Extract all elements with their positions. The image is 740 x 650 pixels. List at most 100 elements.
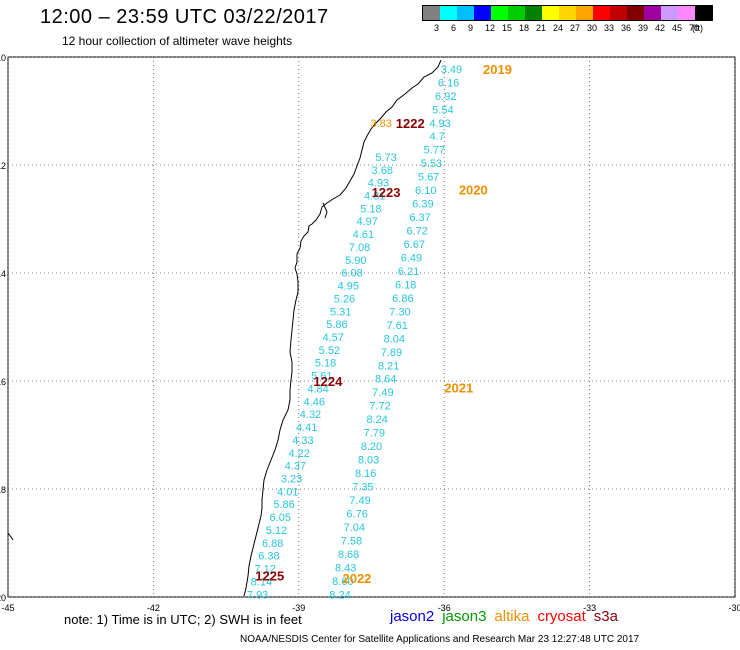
wave-height-value: 5.31 bbox=[330, 306, 351, 318]
wave-height-value: 7.08 bbox=[349, 242, 370, 254]
legend-swatch bbox=[491, 6, 508, 20]
legend-label: 9 bbox=[468, 23, 474, 33]
wave-height-value: 5.61 bbox=[311, 371, 332, 383]
wave-height-value: 4.57 bbox=[322, 332, 343, 344]
wave-height-value: 8.16 bbox=[355, 468, 376, 480]
legend-label: 21 bbox=[536, 23, 547, 33]
wave-height-value: 4.32 bbox=[300, 409, 321, 421]
time-stamp-label: 1222 bbox=[396, 116, 425, 131]
wave-height-value: 8.60 bbox=[332, 576, 353, 588]
wave-height-value: 6.72 bbox=[406, 226, 427, 238]
lat-label: -18 bbox=[0, 485, 6, 495]
wave-height-value: 6.67 bbox=[404, 239, 425, 251]
time-stamp-label: 1223 bbox=[372, 185, 401, 200]
wave-height-value: 3.49 bbox=[441, 64, 462, 76]
legend-swatch bbox=[440, 6, 457, 20]
wave-height-value: 7.35 bbox=[352, 482, 373, 494]
wave-height-value: 5.86 bbox=[326, 319, 347, 331]
wave-height-value: 7.61 bbox=[386, 320, 407, 332]
footer-note: note: 1) Time is in UTC; 2) SWH is in fe… bbox=[64, 612, 302, 627]
wave-height-value: 6.88 bbox=[262, 538, 283, 550]
lat-label: -14 bbox=[0, 269, 6, 279]
wave-height-value: 8.21 bbox=[378, 360, 399, 372]
color-legend: 3 6 9 12 15 18 21 24 27 30 33 36 39 42 45 70 (ft) bbox=[422, 5, 713, 35]
legend-swatches bbox=[422, 5, 713, 21]
wave-height-value: 5.52 bbox=[319, 345, 340, 357]
axis-labels: -10 -12 -14 -16 -18 -20-45 -42 -39 -36 -33 -30 bbox=[0, 53, 740, 613]
wave-height-value: 6.18 bbox=[395, 279, 416, 291]
wave-height-value: 6.76 bbox=[346, 508, 367, 520]
legend-label: 42 bbox=[655, 23, 666, 33]
lon-label: -36 bbox=[438, 603, 451, 613]
lon-label: -33 bbox=[583, 603, 596, 613]
wave-height-value: 4.81 bbox=[364, 190, 385, 202]
wave-height-value: 4.41 bbox=[296, 422, 317, 434]
wave-height-value: 8.20 bbox=[361, 441, 382, 453]
legend-swatch bbox=[525, 6, 542, 20]
wave-height-value: 3.83 bbox=[370, 118, 391, 130]
wave-height-value: 7.49 bbox=[372, 387, 393, 399]
wave-height-value: 7.58 bbox=[341, 535, 362, 547]
legend-label: 36 bbox=[621, 23, 632, 33]
wave-height-value: 7.89 bbox=[381, 347, 402, 359]
satellite-name: cryosat bbox=[537, 608, 586, 625]
legend-label: 70 bbox=[689, 23, 700, 33]
legend-label: 45 bbox=[672, 23, 683, 33]
wave-height-value: 6.16 bbox=[438, 77, 459, 89]
wave-height-value: 5.90 bbox=[345, 255, 366, 267]
island-marker bbox=[7, 202, 328, 541]
legend-label: 24 bbox=[553, 23, 564, 33]
satellite-name: s3a bbox=[593, 608, 618, 625]
wave-height-value: 4.46 bbox=[304, 396, 325, 408]
time-stamp-label: 1225 bbox=[255, 568, 284, 583]
track-names: 2019 2020 2021 2022 bbox=[342, 62, 511, 586]
wave-height-value: 4.93 bbox=[368, 178, 389, 190]
wave-height-value: 6.21 bbox=[398, 266, 419, 278]
wave-height-value: 5.67 bbox=[418, 172, 439, 184]
coastline bbox=[243, 59, 442, 597]
legend-label: 15 bbox=[502, 23, 513, 33]
legend-label: 27 bbox=[570, 23, 581, 33]
lat-label: -20 bbox=[0, 593, 6, 603]
wave-height-value: 7.04 bbox=[344, 522, 365, 534]
map-frame bbox=[7, 56, 736, 598]
wave-height-value: 3.23 bbox=[281, 474, 302, 486]
wave-height-value: 7.49 bbox=[349, 495, 370, 507]
wave-height-value: 7.93 bbox=[247, 589, 268, 601]
legend-swatch bbox=[576, 6, 593, 20]
wave-height-value: 8.68 bbox=[338, 549, 359, 561]
wave-height-value: 6.92 bbox=[435, 91, 456, 103]
track-id-label: 2022 bbox=[342, 571, 371, 586]
time-stamp-label: 1224 bbox=[313, 374, 343, 389]
wave-height-value: 6.08 bbox=[341, 268, 362, 280]
wave-height-value: 8.04 bbox=[384, 333, 405, 345]
time-stamps: 1222 1223 1224 1225 bbox=[255, 116, 424, 584]
satellite-name: jason2 bbox=[390, 608, 435, 625]
wave-height-value: 4.7 bbox=[430, 131, 445, 143]
wave-height-value: 7.12 bbox=[254, 564, 275, 576]
wave-height-value: 4.37 bbox=[285, 461, 306, 473]
legend-swatch bbox=[508, 6, 525, 20]
legend-label: 30 bbox=[587, 23, 598, 33]
legend-swatch bbox=[457, 6, 474, 20]
lon-label: -39 bbox=[292, 603, 305, 613]
wave-height-value: 7.72 bbox=[369, 401, 390, 413]
legend-label: 33 bbox=[604, 23, 615, 33]
wave-height-value: 5.12 bbox=[266, 525, 287, 537]
legend-swatch bbox=[542, 6, 559, 20]
wave-height-value: 7.79 bbox=[364, 428, 385, 440]
legend-labels: 3 6 9 12 15 18 21 24 27 30 33 36 39 42 45 70 (ft) bbox=[422, 21, 713, 35]
lon-label: -42 bbox=[147, 603, 160, 613]
satellite-legend: jason2 jason3 altika cryosat s3a bbox=[390, 608, 626, 625]
wave-height-value: 5.86 bbox=[273, 499, 294, 511]
map-grid bbox=[7, 56, 736, 598]
lon-label: -45 bbox=[1, 603, 14, 613]
wave-height-value: 8.14 bbox=[251, 576, 272, 588]
legend-label: 3 bbox=[434, 23, 440, 33]
wave-height-value: 5.53 bbox=[421, 158, 442, 170]
wave-height-value: 5.18 bbox=[315, 358, 336, 370]
track-values: 3.496.166.925.544.934.75.775.535.676.106… bbox=[247, 64, 462, 601]
legend-swatch bbox=[559, 6, 576, 20]
legend-swatch bbox=[423, 6, 440, 20]
